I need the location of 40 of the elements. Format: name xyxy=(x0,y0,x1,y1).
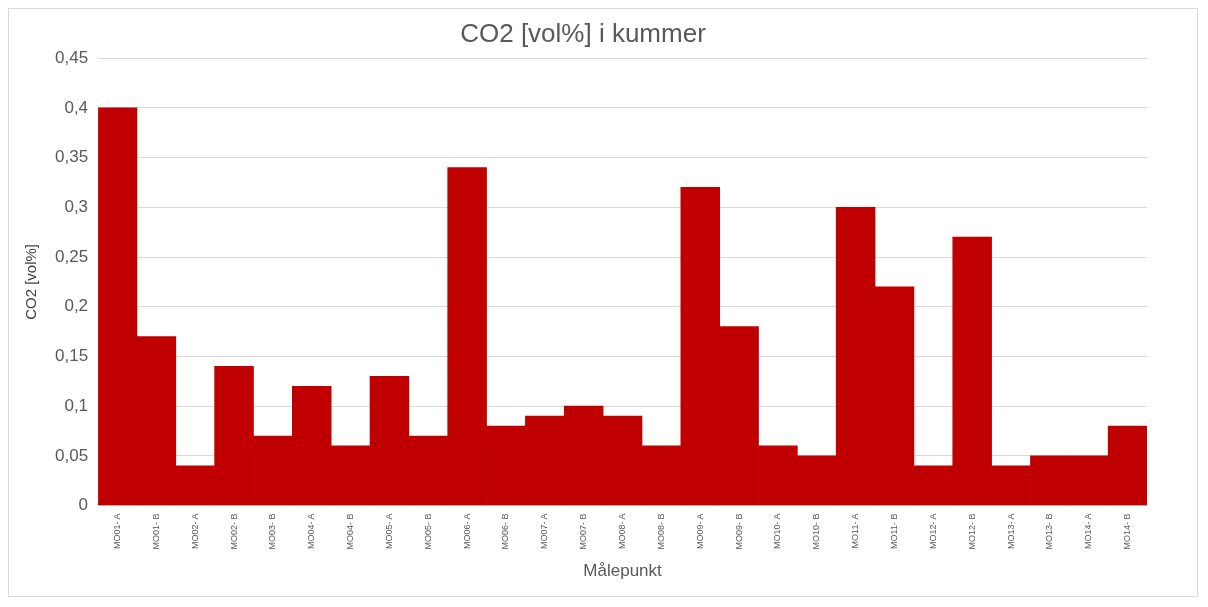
x-tick-label: MO09- B xyxy=(733,513,744,550)
x-tick-label: MO10- B xyxy=(811,513,822,550)
y-tick-label: 0,2 xyxy=(64,296,89,316)
x-tick-label: MO13- B xyxy=(1044,513,1055,550)
y-tick-label: 0,3 xyxy=(64,197,89,217)
x-tick-label: MO04- B xyxy=(345,513,356,550)
x-tick-label: MO14- B xyxy=(1122,513,1133,550)
x-tick-label: MO11- A xyxy=(850,513,861,549)
x-tick-label: MO10- A xyxy=(772,513,783,550)
chart-title: CO2 [vol%] i kummer xyxy=(460,17,707,48)
x-tick-label: MO11- B xyxy=(888,513,899,549)
x-axis-title: Målepunkt xyxy=(583,561,663,581)
x-tick-label: MO06- B xyxy=(500,513,511,550)
x-tick-label: MO02- B xyxy=(228,513,239,550)
x-tick-label: MO05- A xyxy=(383,513,394,550)
y-tick-label: 0,05 xyxy=(54,445,89,465)
x-tick-label: MO01- B xyxy=(150,513,161,550)
x-tick-label: MO07- B xyxy=(578,513,589,550)
x-tick-label: MO12- A xyxy=(927,513,938,550)
x-tick-label: MO04- A xyxy=(306,513,317,550)
x-tick-label: MO09- A xyxy=(694,513,705,550)
x-tick-label: MO07- A xyxy=(539,513,550,550)
x-tick-label: MO02- A xyxy=(189,513,200,550)
y-tick-label: 0,35 xyxy=(54,147,89,167)
x-tick-label: MO01- A xyxy=(112,513,122,550)
x-tick-label: MO08- B xyxy=(655,513,666,550)
x-tick-label: MO13- A xyxy=(1005,513,1016,550)
x-tick-label: MO12- B xyxy=(966,513,977,550)
y-tick-label: 0 xyxy=(78,495,89,515)
y-axis-title: CO2 [vol%] xyxy=(22,243,40,320)
x-tick-label: MO03- B xyxy=(267,513,278,550)
x-tick-label: MO08- A xyxy=(617,513,628,550)
x-tick-label: MO06- A xyxy=(461,513,472,550)
x-tick-label: MO14- A xyxy=(1083,513,1094,550)
y-tick-label: 0,15 xyxy=(54,346,89,366)
y-tick-label: 0,25 xyxy=(54,246,89,266)
y-tick-label: 0,45 xyxy=(54,47,89,67)
y-tick-label: 0,1 xyxy=(64,395,89,415)
x-tick-label: MO05- B xyxy=(422,513,433,550)
y-tick-label: 0,4 xyxy=(64,97,89,117)
